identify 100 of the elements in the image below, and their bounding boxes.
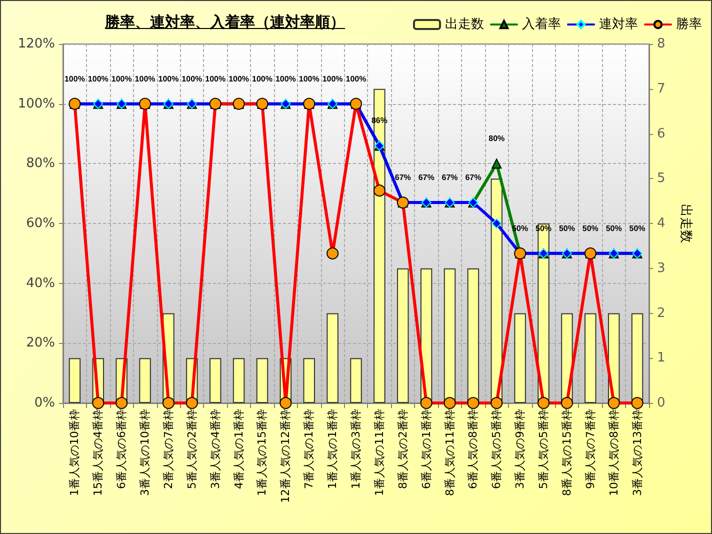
point (492, 218, 502, 228)
bar (374, 88, 386, 403)
y2-tick-label: 2 (657, 306, 666, 321)
data-label: 100% (346, 74, 366, 84)
legend-label: 勝率 (676, 16, 702, 32)
data-label: 67% (442, 173, 458, 182)
x-tick-label: 1番人気の11番枠 (372, 409, 386, 496)
point (467, 397, 480, 409)
bar (467, 268, 480, 403)
data-label: 100% (205, 74, 226, 84)
bar (490, 178, 502, 403)
x-tick-label: 6番人気の5番枠 (490, 409, 504, 489)
data-label: 100% (182, 74, 202, 84)
x-tick-label: 8番人気の2番枠 (396, 409, 410, 489)
x-tick-label: 15番人気の4番枠 (92, 409, 105, 496)
x-tick-label: 8番人気の11番枠 (443, 409, 456, 496)
y-tick-label: 80% (26, 156, 55, 172)
x-tick-label: 6番人気の6番枠 (115, 409, 128, 489)
data-label: 100% (322, 74, 343, 84)
legend-label: 入着率 (522, 16, 561, 32)
chart-title: 勝率、連対率、入着率（連対率順） (105, 13, 345, 32)
x-tick-label: 4番人気の1番枠 (232, 409, 246, 489)
bar (139, 358, 151, 403)
y2-tick-label: 0 (657, 396, 666, 410)
data-label: 50% (606, 224, 622, 233)
y2-tick-label: 3 (657, 260, 666, 276)
legend-label: 出走数 (445, 17, 484, 32)
data-label: 100% (111, 74, 132, 84)
point (560, 397, 573, 409)
data-label: 100% (134, 74, 156, 84)
y2-tick-label: 1 (657, 350, 666, 366)
x-tick-label: 1番人気の15番枠 (256, 409, 269, 496)
bar (631, 313, 644, 403)
point (538, 397, 550, 409)
bar (584, 313, 596, 403)
point (608, 397, 620, 409)
y-tick-label: 0% (34, 396, 55, 410)
data-label: 100% (275, 74, 296, 84)
data-label: 67% (465, 173, 482, 182)
x-tick-label: 1番人気の10番枠 (68, 409, 82, 496)
x-tick-label: 5番人気の2番枠 (185, 409, 198, 489)
bar (68, 358, 81, 403)
data-label: 67% (394, 173, 411, 182)
point (162, 397, 174, 409)
x-tick-label: 10番人気の8番枠 (607, 409, 620, 496)
x-tick-label: 7番人気の1番枠 (302, 409, 316, 489)
x-tick-label: 2番人気の7番枠 (162, 409, 175, 489)
point (116, 397, 128, 409)
point (186, 397, 198, 409)
y-tick-label: 60% (26, 216, 55, 231)
y2-axis-title: 出走数 (678, 204, 693, 243)
x-tick-label: 1番人気の1番枠 (326, 409, 340, 489)
point (490, 397, 503, 409)
x-tick-label: 3番人気の13番枠 (630, 409, 644, 496)
y-tick-label: 120% (18, 36, 55, 52)
x-tick-label: 3番人気の9番枠 (514, 409, 527, 489)
x-tick-label: 8番人気の15番枠 (560, 409, 574, 496)
point (326, 247, 339, 260)
point (444, 397, 456, 409)
bar (326, 313, 338, 403)
data-label: 100% (252, 74, 272, 84)
x-tick-label: 3番人気の10番枠 (138, 409, 152, 496)
data-label: 80% (488, 134, 505, 144)
x-tick-label: 12番人気の12番枠 (279, 409, 292, 503)
x-tick-label: 3番人気の4番枠 (208, 409, 222, 489)
x-tick-label: 9番人気の7番枠 (584, 409, 597, 489)
y2-tick-label: 5 (657, 171, 666, 186)
x-tick-label: 5番人気の5番枠 (537, 409, 550, 489)
x-tick-label: 1番人気の3番枠 (350, 409, 362, 489)
bar (303, 358, 315, 403)
y-tick-label: 20% (26, 336, 55, 351)
y-tick-label: 40% (26, 276, 55, 291)
data-label: 100% (158, 74, 179, 84)
point (420, 397, 432, 409)
point (280, 397, 292, 409)
bar (397, 268, 409, 403)
y-tick-label: 100% (18, 96, 55, 112)
bar (444, 268, 456, 403)
data-label: 100% (64, 74, 85, 84)
bar (232, 358, 245, 403)
x-tick-label: 6番人気の8番枠 (466, 409, 480, 489)
data-label: 100% (88, 74, 108, 84)
data-label: 67% (418, 173, 434, 182)
x-tick-label: 6番人気の1番枠 (420, 409, 433, 489)
point (373, 184, 386, 197)
point (92, 397, 104, 409)
point (492, 158, 502, 169)
y2-tick-label: 7 (657, 81, 666, 96)
data-label: 50% (582, 224, 598, 233)
data-label: 50% (558, 224, 575, 233)
bar (256, 358, 268, 403)
y2-tick-label: 4 (657, 216, 666, 231)
point (631, 397, 644, 409)
y2-tick-label: 6 (657, 126, 666, 142)
bar (350, 358, 362, 403)
data-label: 100% (298, 74, 320, 84)
data-label: 50% (629, 224, 646, 233)
y2-tick-label: 8 (657, 36, 666, 52)
bar (514, 313, 526, 403)
data-label: 100% (228, 74, 250, 84)
